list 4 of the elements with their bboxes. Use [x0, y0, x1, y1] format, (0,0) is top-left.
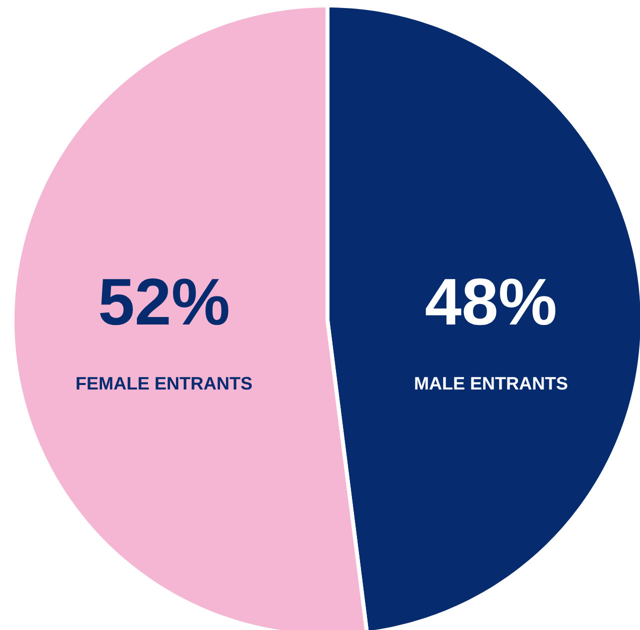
data-label: 48% — [424, 264, 558, 339]
slice-label: MALE ENTRANTS — [414, 374, 568, 394]
slice-label: FEMALE ENTRANTS — [76, 374, 253, 394]
data-label: 52% — [98, 264, 230, 339]
